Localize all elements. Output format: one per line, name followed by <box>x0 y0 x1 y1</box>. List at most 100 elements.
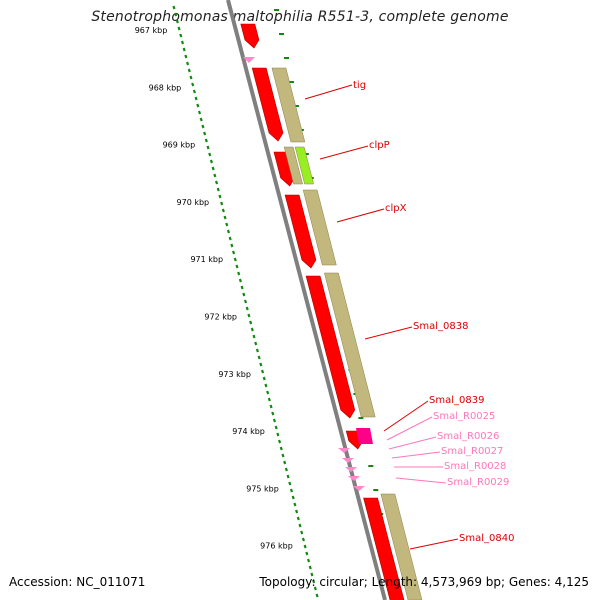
tick-dot <box>303 544 307 549</box>
tick-dot <box>206 145 210 150</box>
tick-dot <box>179 33 183 38</box>
cds-arrow <box>240 23 260 49</box>
gene-band-clpP <box>294 146 314 185</box>
tick-dot <box>197 110 202 115</box>
feature-label: clpP <box>369 140 390 151</box>
map-title: Stenotrophomonas maltophilia R551-3, com… <box>91 9 509 25</box>
tick-dot <box>313 586 317 591</box>
feature-label: Smal_0840 <box>459 533 514 544</box>
tick-dot <box>226 229 231 234</box>
tick-dot <box>199 117 203 122</box>
tick-dot <box>201 124 205 129</box>
feature-label: Smal_0839 <box>429 395 484 406</box>
cds-arrow <box>305 275 356 419</box>
tick-dot <box>230 243 234 248</box>
tick-dot <box>254 341 258 346</box>
tick-dot <box>192 89 196 94</box>
tick-dot <box>220 201 224 206</box>
scale-label: 975 kbp <box>246 484 279 493</box>
tick-dot <box>180 40 185 45</box>
tick-dot <box>172 5 176 10</box>
tick-dot <box>191 82 195 87</box>
cds-arrow <box>284 194 317 269</box>
tick-dot <box>187 68 191 73</box>
tick-dot <box>286 474 290 479</box>
rna-arrow <box>353 486 365 491</box>
tick-dot <box>216 187 220 192</box>
tick-dot <box>278 439 282 444</box>
tick-dot <box>175 19 179 24</box>
tick-dot <box>235 264 239 269</box>
leader-line <box>386 416 433 441</box>
tick-dot <box>243 299 248 304</box>
tick-dot <box>233 257 237 262</box>
tick-dot <box>264 383 268 388</box>
tick-dot <box>308 565 312 570</box>
tick-dot <box>269 404 273 409</box>
tick-dot <box>214 180 219 185</box>
tick-dot <box>184 54 188 59</box>
tick-dot <box>295 509 299 514</box>
tick-dot <box>301 537 305 542</box>
feature-glyphs <box>240 23 423 600</box>
leader-line <box>388 436 437 450</box>
leader-line <box>383 400 429 432</box>
tick-dot <box>223 215 227 220</box>
tick-dot <box>232 250 236 255</box>
scale-label: 967 kbp <box>135 26 168 35</box>
tick-dot <box>296 516 300 521</box>
tick-dot <box>288 481 292 486</box>
leader-line <box>409 538 459 550</box>
feature-label: Smal_R0028 <box>444 461 506 472</box>
tick-dot <box>242 292 246 297</box>
feature-label: Smal_0838 <box>413 321 468 332</box>
scale-label: 973 kbp <box>218 370 251 379</box>
leader-line <box>391 451 441 459</box>
tick-dot <box>252 334 256 339</box>
feature-label: Smal_R0025 <box>433 411 495 422</box>
tick-dot <box>238 278 242 283</box>
rna-arrow <box>342 458 354 463</box>
tick-dot <box>289 488 294 493</box>
tick-dot <box>293 502 297 507</box>
tick-dot <box>259 362 263 367</box>
tick-dot <box>186 61 190 66</box>
tick-dot <box>196 103 200 108</box>
leader-line <box>304 84 353 100</box>
backbone <box>226 0 387 600</box>
tick-dot <box>310 572 314 577</box>
tick-dot <box>305 551 309 556</box>
tick-dot <box>204 138 208 143</box>
tick-dot <box>271 411 275 416</box>
tick-dot <box>276 432 280 437</box>
tick-dot <box>221 208 225 213</box>
tick-dot <box>249 320 253 325</box>
tick-dot <box>262 376 266 381</box>
feature-labels: tig clpP clpX Smal_0838 Smal_0839 Smal_R0025 S… <box>304 80 514 550</box>
tick-dot <box>312 579 316 584</box>
tick-dot <box>279 446 283 451</box>
tick-dot <box>237 271 241 276</box>
scale-label: 971 kbp <box>190 255 223 264</box>
scale-label: 974 kbp <box>232 427 265 436</box>
leader-line <box>395 477 447 484</box>
tick-dot <box>194 96 198 101</box>
cds-arrow <box>363 497 405 600</box>
tick-dot <box>182 47 186 52</box>
tick-dot <box>250 327 254 332</box>
tick-dot <box>300 530 304 535</box>
tick-dot <box>211 166 215 171</box>
tick-dot <box>177 26 181 31</box>
rna-arrow <box>348 476 360 481</box>
tick-dot <box>283 460 287 465</box>
tick-dot <box>225 222 229 227</box>
tick-dot <box>260 369 265 374</box>
tick-dot <box>281 453 285 458</box>
gene-band <box>380 493 423 600</box>
tick-dot <box>203 131 207 136</box>
tick-dot <box>284 467 288 472</box>
tick-dot <box>306 558 311 563</box>
leader-line <box>336 208 385 223</box>
gene-band <box>283 146 303 185</box>
tick-dot <box>247 313 251 318</box>
